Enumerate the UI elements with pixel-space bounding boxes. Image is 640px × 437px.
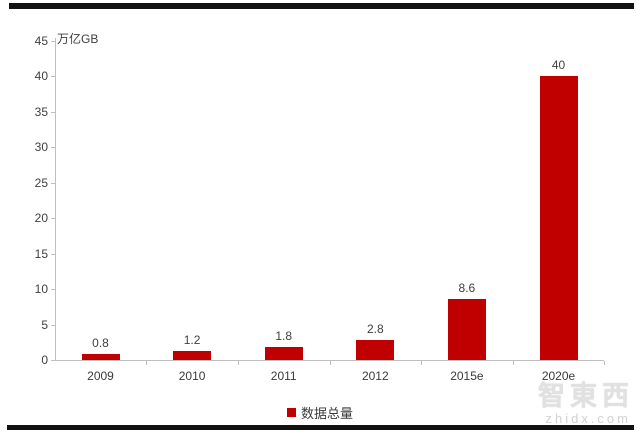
y-tick-mark (51, 41, 55, 42)
watermark-brand-logo: 智東西 (538, 381, 634, 411)
bar-2015e (447, 299, 486, 360)
watermark: 智東西 zhidx.com (538, 381, 634, 427)
top-border (9, 3, 634, 9)
data-label: 1.8 (275, 329, 293, 344)
y-tick-label: 45 (34, 34, 48, 48)
bar-2011 (264, 347, 303, 360)
x-category-label: 2011 (270, 369, 297, 383)
x-category-label: 2012 (361, 369, 389, 383)
bar-2009 (81, 354, 120, 360)
x-tick-mark (604, 361, 606, 365)
y-tick-mark (51, 324, 55, 326)
y-tick-mark (51, 147, 55, 149)
watermark-site-url: zhidx.com (545, 411, 631, 427)
y-axis-line (55, 38, 56, 360)
x-tick-mark (421, 361, 423, 365)
x-category-label: 2009 (87, 369, 114, 383)
data-label: 1.2 (183, 333, 201, 348)
y-tick-label: 30 (34, 140, 48, 155)
bottom-border (7, 425, 634, 430)
y-tick-mark (51, 182, 55, 184)
x-axis-line (55, 360, 604, 361)
legend: 数据总量 (0, 403, 640, 422)
x-tick-mark (237, 361, 239, 365)
data-label: 2.8 (366, 322, 384, 337)
x-tick-mark (512, 361, 514, 365)
y-tick-label: 5 (41, 317, 48, 332)
x-category-label: 2020e (541, 369, 576, 383)
y-tick-mark (51, 360, 55, 361)
bar-2012 (356, 340, 395, 360)
x-category-label: 2010 (178, 369, 206, 383)
y-tick-label: 10 (34, 282, 48, 297)
data-label: 0.8 (92, 336, 109, 351)
y-tick-label: 20 (34, 211, 48, 226)
data-label: 40 (551, 58, 566, 73)
bar-2020e (539, 76, 578, 360)
y-tick-label: 35 (34, 104, 48, 119)
y-tick-label: 15 (34, 246, 48, 261)
y-tick-mark (51, 76, 55, 78)
y-tick-label: 40 (34, 69, 48, 84)
legend-label: 数据总量 (300, 406, 353, 421)
y-tick-label: 25 (34, 175, 48, 190)
x-tick-mark (146, 361, 148, 365)
y-tick-mark (51, 289, 55, 291)
legend-swatch-icon (286, 408, 296, 417)
y-tick-mark (51, 218, 55, 220)
y-tick-label: 0 (41, 353, 48, 367)
y-tick-mark (51, 111, 55, 113)
data-label: 8.6 (458, 281, 476, 296)
y-tick-mark (51, 253, 55, 255)
bar-2010 (173, 351, 212, 360)
x-tick-mark (329, 361, 331, 365)
y-axis-unit-label: 万亿GB (57, 32, 99, 46)
x-category-label: 2015e (450, 369, 484, 383)
